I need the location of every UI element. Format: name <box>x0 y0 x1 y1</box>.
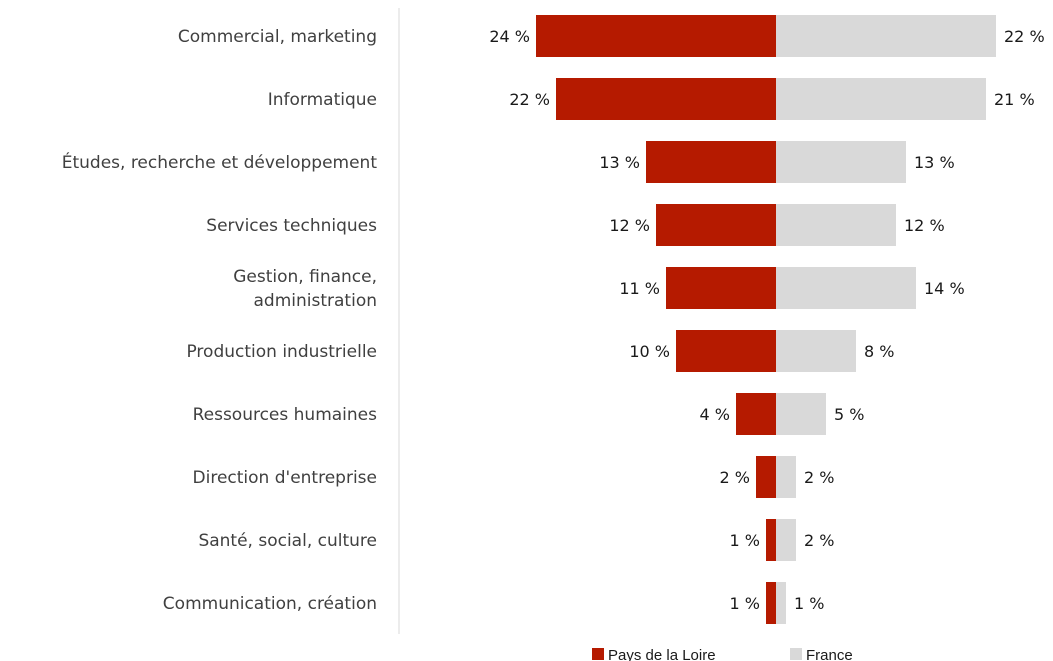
legend-label-pays-de-la-loire: Pays de la Loire <box>608 647 716 661</box>
value-label-france: 5 % <box>834 405 864 424</box>
bar-pays-de-la-loire <box>736 393 776 435</box>
bar-pays-de-la-loire <box>536 15 776 57</box>
legend-swatch-france <box>790 648 802 660</box>
category-label: Production industrielle <box>186 342 377 362</box>
value-label-pays-de-la-loire: 12 % <box>609 216 650 235</box>
bar-france <box>776 393 826 435</box>
bar-france <box>776 519 796 561</box>
value-label-france: 14 % <box>924 279 965 298</box>
value-labels: 24 % 22 % 22 % 21 % 13 % 13 % 12 % 12 % 11 % 14 %… <box>489 27 1044 613</box>
value-label-france: 12 % <box>904 216 945 235</box>
bar-pays-de-la-loire <box>666 267 776 309</box>
bar-pays-de-la-loire <box>656 204 776 246</box>
category-label: Gestion, finance, administration <box>233 267 377 311</box>
legend-swatch-pays-de-la-loire <box>592 648 604 660</box>
value-label-france: 21 % <box>994 90 1035 109</box>
value-label-france: 1 % <box>794 594 824 613</box>
value-label-pays-de-la-loire: 22 % <box>509 90 550 109</box>
bar-pays-de-la-loire <box>556 78 776 120</box>
value-label-france: 13 % <box>914 153 955 172</box>
bar-france <box>776 78 986 120</box>
value-label-pays-de-la-loire: 4 % <box>700 405 730 424</box>
legend: Pays de la Loire France <box>592 647 853 661</box>
bar-france <box>776 582 786 624</box>
category-label: Direction d'entreprise <box>193 468 377 488</box>
bar-france <box>776 330 856 372</box>
value-label-france: 8 % <box>864 342 894 361</box>
value-label-pays-de-la-loire: 10 % <box>629 342 670 361</box>
value-label-pays-de-la-loire: 1 % <box>730 531 760 550</box>
value-label-pays-de-la-loire: 24 % <box>489 27 530 46</box>
value-label-pays-de-la-loire: 13 % <box>599 153 640 172</box>
value-label-pays-de-la-loire: 2 % <box>720 468 750 487</box>
bar-pays-de-la-loire <box>646 141 776 183</box>
value-label-france: 2 % <box>804 468 834 487</box>
category-label: Commercial, marketing <box>178 27 377 47</box>
bar-pays-de-la-loire <box>766 519 776 561</box>
value-label-pays-de-la-loire: 11 % <box>619 279 660 298</box>
bar-france <box>776 204 896 246</box>
category-label: Communication, création <box>163 594 377 614</box>
value-label-pays-de-la-loire: 1 % <box>730 594 760 613</box>
category-label: Études, recherche et développement <box>62 151 378 173</box>
category-labels: Commercial, marketing Informatique Études,… <box>62 27 378 614</box>
category-label: Santé, social, culture <box>198 531 377 551</box>
bars <box>536 15 996 624</box>
bar-france <box>776 267 916 309</box>
bar-pays-de-la-loire <box>676 330 776 372</box>
bar-pays-de-la-loire <box>766 582 776 624</box>
category-label: Ressources humaines <box>193 405 378 425</box>
category-label: Services techniques <box>206 216 377 236</box>
value-label-france: 22 % <box>1004 27 1045 46</box>
legend-label-france: France <box>806 647 853 661</box>
bar-pays-de-la-loire <box>756 456 776 498</box>
bar-france <box>776 456 796 498</box>
bar-france <box>776 15 996 57</box>
category-label: Informatique <box>268 90 377 110</box>
bar-france <box>776 141 906 183</box>
value-label-france: 2 % <box>804 531 834 550</box>
